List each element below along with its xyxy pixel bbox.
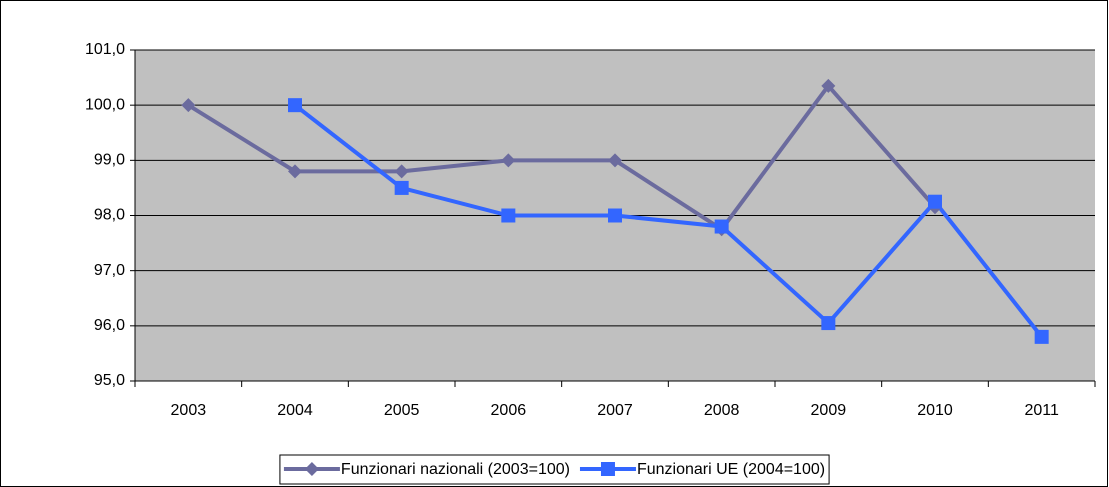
y-tick-label: 95,0	[94, 372, 125, 389]
series-line	[293, 103, 1044, 339]
y-tick-label: 100,0	[85, 96, 125, 113]
x-tick-label: 2007	[597, 402, 633, 419]
marker	[821, 316, 836, 331]
marker	[394, 164, 409, 179]
marker	[501, 153, 516, 168]
x-tick-label: 2005	[384, 402, 420, 419]
legend-item: Funzionari UE (2004=100)	[579, 461, 825, 478]
marker	[288, 164, 302, 179]
marker	[501, 208, 516, 223]
y-tick-label: 97,0	[94, 262, 125, 279]
marker	[600, 462, 615, 476]
legend-label: Funzionari UE (2004=100)	[637, 461, 825, 478]
y-tick-label: 99,0	[94, 152, 125, 169]
y-tick-label: 96,0	[94, 317, 125, 334]
x-tick-label: 2011	[1024, 402, 1059, 419]
marker	[821, 78, 836, 93]
marker	[181, 98, 196, 113]
x-tick-label: 2003	[171, 402, 207, 419]
marker	[288, 98, 302, 113]
marker	[394, 180, 409, 195]
legend-label: Funzionari nazionali (2003=100)	[341, 461, 570, 478]
x-tick-label: 2009	[811, 402, 847, 419]
legend-item: Funzionari nazionali (2003=100)	[283, 461, 570, 478]
x-tick-label: 2010	[917, 402, 953, 419]
marker	[928, 194, 942, 209]
x-tick-label: 2004	[277, 402, 313, 419]
marker	[714, 219, 729, 234]
marker	[1034, 329, 1049, 344]
y-tick-label: 101,0	[85, 41, 125, 58]
legend: Funzionari nazionali (2003=100) Funzionar…	[279, 454, 830, 485]
x-tick-label: 2006	[491, 402, 527, 419]
marker	[608, 153, 622, 168]
legend-box	[279, 454, 830, 485]
marker	[608, 208, 622, 223]
marker	[304, 462, 319, 476]
y-tick-label: 98,0	[94, 207, 125, 224]
series-line	[187, 83, 937, 232]
x-tick-label: 2008	[704, 402, 740, 419]
